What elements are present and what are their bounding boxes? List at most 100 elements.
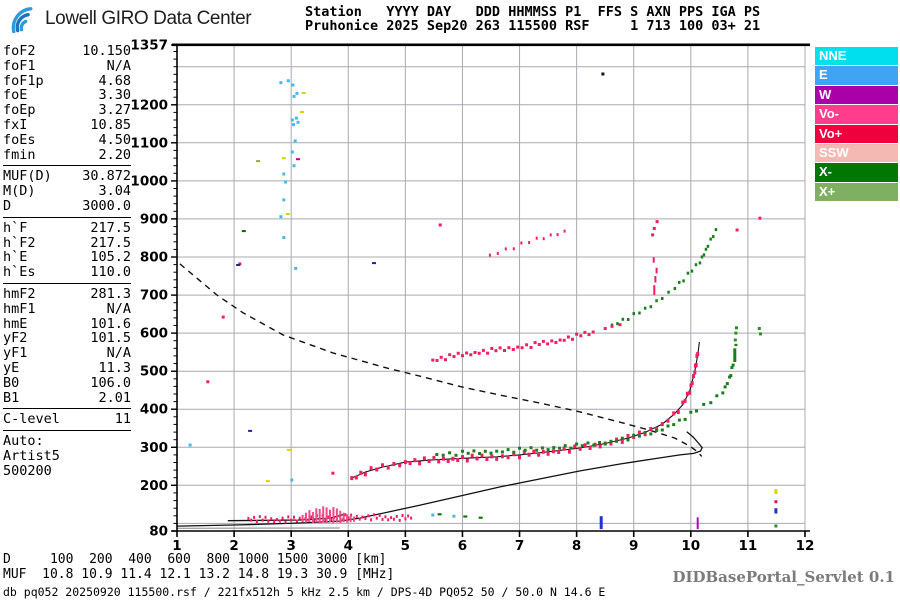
legend-item-e: E [815, 66, 898, 85]
series-second-hop-x [610, 228, 718, 327]
y-tick-label: 400 [140, 402, 168, 418]
param-row-ye: yE 11.3 [3, 361, 131, 376]
legend-item-x: X- [815, 163, 898, 182]
station-values-row: Pruhonice 2025 Sep20 263 115500 RSF 1 71… [305, 18, 761, 34]
param-label: hmF2 [3, 285, 36, 302]
legend-item-vo: Vo- [815, 105, 898, 124]
y-tick-label: 900 [140, 211, 168, 227]
series-second-hop-cusp [652, 257, 658, 296]
param-row-hes: h`Es 110.0 [3, 265, 131, 280]
series-true-height-profile [176, 431, 703, 527]
param-row-fof2: foF2 10.150 [3, 44, 131, 59]
param-row-b0: B0 106.0 [3, 374, 131, 391]
param-label: fmin [3, 146, 36, 163]
param-label: yF1 [3, 345, 28, 362]
param-value: 2.01 [98, 389, 131, 406]
y-tick-label: 80 [149, 524, 168, 540]
series-edge-mark-red [774, 500, 778, 504]
param-value: 217.5 [90, 219, 131, 236]
dmuf-table: D 100 200 400 600 800 1000 1500 3000 [km… [3, 552, 395, 582]
y-tick-label: 300 [140, 440, 168, 456]
x-tick-label: 10 [681, 538, 700, 554]
param-row-500200: 500200 [3, 463, 131, 479]
param-value: N/A [106, 57, 131, 74]
series-edge-mark-navy [774, 508, 778, 514]
param-label: hmF1 [3, 300, 36, 317]
param-separator [3, 282, 131, 284]
param-value: 3000.0 [82, 197, 131, 214]
param-row-fxi: fxI 10.85 [3, 118, 131, 133]
station-header: Station YYYY DAY DDD HHMMSS P1 FFS S AXN… [305, 5, 760, 33]
param-row-hme: hmE 101.6 [3, 315, 131, 332]
param-row-yf1: yF1 N/A [3, 346, 131, 361]
legend-label: Vo- [819, 106, 839, 122]
x-tick-label: 9 [629, 538, 638, 554]
series-speck-darkgreen [241, 230, 483, 519]
y-tick-label: 1200 [130, 97, 168, 113]
y-tick-label: 200 [140, 478, 168, 494]
series-f-trace-o-mode [350, 352, 700, 481]
series-es-spread [301, 506, 355, 524]
param-label: B0 [3, 374, 20, 391]
param-row-foe: foE 3.30 [3, 88, 131, 103]
param-label: foEp [3, 102, 36, 119]
param-value: 101.5 [90, 330, 131, 347]
series-speck-black [601, 72, 605, 76]
logo-text: Lowell GIRO Data Center [45, 8, 252, 29]
param-value: 4.50 [98, 131, 131, 148]
servlet-version: DIDBasePortal_Servlet 0.1 [672, 568, 895, 586]
param-row-hf: h`F 217.5 [3, 219, 131, 236]
param-label: D [3, 197, 12, 214]
param-row-fof1p: foF1p 4.68 [3, 72, 131, 89]
param-row-foes: foEs 4.50 [3, 131, 131, 148]
param-separator [3, 165, 131, 167]
param-row-fof1: foF1 N/A [3, 57, 131, 74]
series-f-trace-x-mode [435, 363, 735, 457]
y-tick-label: 1100 [130, 135, 168, 151]
series-x-cusp [733, 343, 738, 362]
param-label: foF1p [3, 72, 44, 89]
param-separator [3, 430, 131, 432]
series-mark-blue-tick [599, 516, 603, 530]
param-value: N/A [106, 300, 131, 317]
param-label: hmE [3, 315, 28, 332]
param-label: Auto: [3, 433, 44, 450]
param-label: foF1 [3, 57, 36, 74]
param-value: 105.2 [90, 249, 131, 266]
legend-label: X- [819, 164, 832, 180]
param-value: 3.30 [98, 87, 131, 104]
param-label: MUF(D) [3, 168, 52, 185]
param-label: fxI [3, 116, 28, 133]
param-row-artist5: Artist5 [3, 449, 131, 464]
param-row-clevel: C-level 11 [3, 412, 131, 427]
x-tick-label: 11 [739, 538, 758, 554]
legend-label: W [819, 86, 832, 102]
param-value: 3.04 [98, 183, 131, 200]
logo: Lowell GIRO Data Center [8, 5, 252, 33]
param-value: 217.5 [90, 234, 131, 251]
param-row-hmf2: hmF2 281.3 [3, 287, 131, 302]
param-value: 11 [114, 411, 131, 428]
series-third-hop-o [488, 229, 566, 257]
param-row-md: M(D) 3.04 [3, 184, 131, 199]
plot-series [176, 72, 778, 530]
param-label: h`E [3, 249, 28, 266]
plot-axes: 1 2 3 4 5 6 7 8 9 10 11 121357120011001000900800700… [130, 38, 814, 555]
series-mark-magenta-tick [696, 517, 699, 530]
param-row-yf2: yF2 101.5 [3, 331, 131, 346]
param-label: foEs [3, 131, 36, 148]
param-label: yE [3, 359, 20, 376]
param-label: Artist5 [3, 447, 60, 464]
series-second-hop-o [431, 330, 595, 362]
param-row-mufd: MUF(D) 30.872 [3, 169, 131, 184]
param-value: 281.3 [90, 285, 131, 302]
x-tick-label: 6 [458, 538, 467, 554]
x-tick-label: 3 [286, 538, 295, 554]
param-value: 10.150 [82, 43, 131, 59]
param-label: h`F [3, 219, 28, 236]
param-value: 4.68 [98, 72, 131, 89]
series-speckles-yellow [265, 92, 306, 483]
x-tick-label: 7 [515, 538, 524, 554]
param-row-hf2: h`F2 217.5 [3, 234, 131, 251]
series-f-fitted-line [351, 341, 700, 479]
